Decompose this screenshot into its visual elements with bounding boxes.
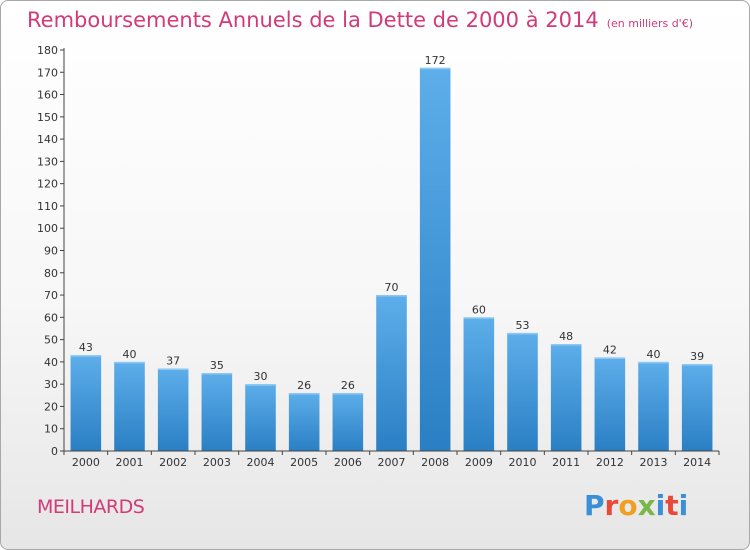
bar-highlight <box>114 361 145 364</box>
bar-value-label: 35 <box>210 359 224 372</box>
y-tick-label: 0 <box>51 445 58 458</box>
y-tick-label: 170 <box>37 66 58 79</box>
x-tick-label: 2000 <box>72 456 100 469</box>
x-tick-label: 2007 <box>378 456 406 469</box>
bar-value-label: 26 <box>341 379 355 392</box>
bar-value-label: 70 <box>385 281 399 294</box>
y-tick-label: 10 <box>44 423 58 436</box>
y-tick-label: 120 <box>37 178 58 191</box>
y-tick-label: 50 <box>44 334 58 347</box>
x-axis: 2000 2001 2002 2003 2004 2005 2006 2007 2008 2009… <box>63 450 720 469</box>
bar-highlight <box>507 332 538 335</box>
bar-2004 <box>245 384 276 451</box>
y-tick-label: 60 <box>44 311 58 324</box>
bar-value-label: 37 <box>166 355 180 368</box>
bar-2008 <box>419 67 451 452</box>
bar-value-label: 39 <box>690 350 704 363</box>
bars-group: 43 40 37 35 30 26 26 70 172 60 53 48 42 40 39 <box>70 54 713 452</box>
logo-letter: P <box>584 489 605 522</box>
y-tick-label: 100 <box>37 222 58 235</box>
bar-highlight <box>550 344 582 346</box>
chart-title-main: Remboursements Annuels de la Dette de 20… <box>27 8 599 32</box>
bar-2009 <box>463 317 495 451</box>
x-tick-label: 2002 <box>159 456 187 469</box>
proxiti-logo: Proxiti <box>584 489 688 522</box>
bar-value-label: 48 <box>559 330 573 343</box>
bar-highlight <box>157 368 189 371</box>
bar-2014 <box>681 364 713 451</box>
bar-2002 <box>157 368 189 451</box>
logo-letter: r <box>604 489 619 522</box>
bar-2001 <box>114 361 145 451</box>
x-tick-label: 2005 <box>290 456 318 469</box>
bar-value-label: 40 <box>123 348 137 361</box>
bar-2011 <box>550 344 582 451</box>
bar-value-label: 172 <box>425 54 446 67</box>
chart-unit-note: (en milliers d'€) <box>606 17 693 30</box>
bar-highlight <box>594 357 626 359</box>
bar-highlight <box>376 295 407 297</box>
bar-value-label: 26 <box>297 379 311 392</box>
bar-2000 <box>70 355 102 451</box>
y-tick-label: 40 <box>44 356 58 369</box>
x-tick-label: 2009 <box>465 456 493 469</box>
bar-value-label: 30 <box>254 370 268 383</box>
bar-2012 <box>594 357 626 451</box>
bar-highlight <box>463 317 495 319</box>
logo-letter: o <box>618 489 638 522</box>
bar-value-label: 60 <box>472 303 486 316</box>
x-tick-label: 2003 <box>203 456 231 469</box>
bar-2006 <box>332 393 364 451</box>
bar-value-label: 40 <box>647 348 661 361</box>
bar-2013 <box>638 361 669 451</box>
y-tick-label: 20 <box>44 400 58 413</box>
logo-letter: i <box>678 489 689 522</box>
x-tick-label: 2013 <box>640 456 668 469</box>
bar-highlight <box>245 384 276 386</box>
y-tick-label: 130 <box>37 155 58 168</box>
commune-name: MEILHARDS <box>37 496 145 518</box>
y-tick-label: 90 <box>44 245 58 258</box>
x-tick-label: 2012 <box>596 456 624 469</box>
x-tick-label: 2014 <box>683 456 711 469</box>
y-axis: 0 10 20 30 40 50 60 70 80 90 100 110 120 130 140 150 160… <box>37 44 65 458</box>
bar-2003 <box>201 373 233 451</box>
y-tick-label: 30 <box>44 378 58 391</box>
bar-highlight <box>681 364 713 366</box>
y-tick-label: 140 <box>37 133 58 146</box>
y-tick-label: 110 <box>37 200 58 213</box>
bar-highlight <box>638 361 669 364</box>
bar-value-label: 42 <box>603 343 617 356</box>
bar-highlight <box>288 393 320 395</box>
bar-value-label: 53 <box>516 319 530 332</box>
logo-letter: i <box>655 489 666 522</box>
logo-letter: x <box>637 489 656 522</box>
bar-2005 <box>288 393 320 451</box>
chart-title: Remboursements Annuels de la Dette de 20… <box>27 8 693 32</box>
y-tick-label: 70 <box>44 289 58 302</box>
bar-highlight <box>332 393 364 395</box>
x-tick-label: 2006 <box>334 456 362 469</box>
y-tick-label: 150 <box>37 111 58 124</box>
x-tick-label: 2001 <box>116 456 144 469</box>
y-tick-label: 160 <box>37 89 58 102</box>
bar-highlight <box>201 373 233 375</box>
y-tick-label: 80 <box>44 267 58 280</box>
x-tick-label: 2010 <box>509 456 537 469</box>
logo-letter: t <box>665 489 679 522</box>
bar-2007 <box>376 295 407 451</box>
bar-highlight <box>70 355 102 357</box>
x-tick-label: 2004 <box>247 456 275 469</box>
bar-2010 <box>507 332 538 451</box>
y-tick-label: 180 <box>37 44 58 57</box>
x-tick-label: 2011 <box>552 456 580 469</box>
x-tick-label: 2008 <box>421 456 449 469</box>
bar-highlight <box>419 67 451 70</box>
bar-value-label: 43 <box>79 341 93 354</box>
